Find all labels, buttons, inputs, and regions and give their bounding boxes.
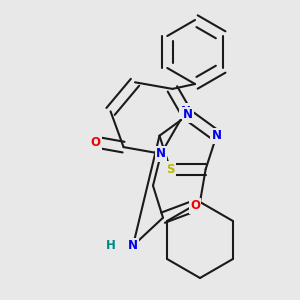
Text: S: S [166,163,175,176]
Text: N: N [183,109,193,122]
Text: N: N [212,129,221,142]
Text: N: N [156,147,166,160]
Text: H: H [106,239,116,252]
Text: N: N [180,105,190,118]
Text: O: O [190,199,200,212]
Text: O: O [91,136,100,148]
Text: N: N [128,239,138,252]
